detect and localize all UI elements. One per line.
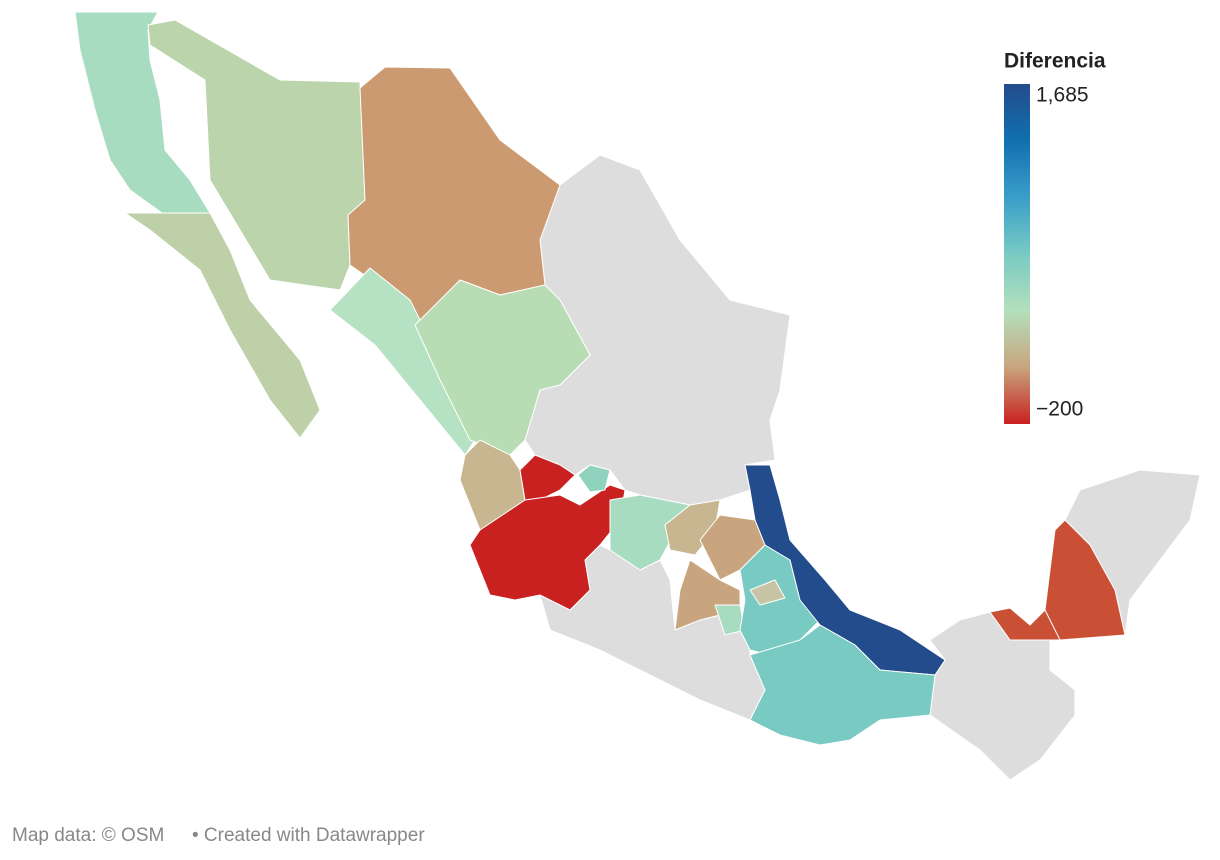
legend-tick-label: 1,685 [1036,84,1089,107]
state [989,607,1061,641]
state [749,579,786,606]
states [74,11,1201,781]
state [147,19,366,291]
state [414,279,591,456]
state [74,11,211,214]
state [577,464,611,493]
legend-title: Diferencia [1004,50,1106,73]
legend-gradient [1004,84,1030,424]
state [124,212,321,439]
state [609,494,691,571]
footer-source: Map data: © OSM [12,825,164,846]
legend-tick-label: −200 [1036,398,1083,421]
state [749,624,936,746]
footer-credit: • Created with Datawrapper [192,825,425,846]
